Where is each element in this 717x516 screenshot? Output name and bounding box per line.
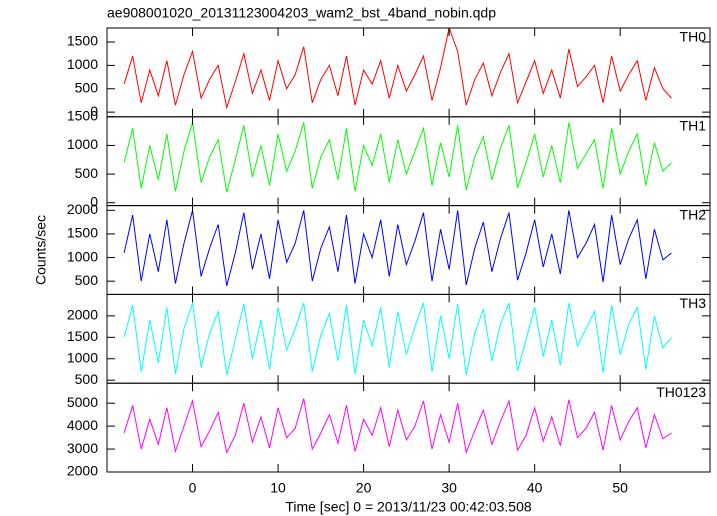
y-tick-label: 0: [90, 103, 98, 119]
y-tick-label: 2000: [67, 201, 98, 217]
legend-label: TH0: [680, 29, 707, 45]
y-tick-label: 1000: [67, 349, 98, 365]
panel-frame: [106, 27, 711, 118]
y-tick-label: 4000: [67, 417, 98, 433]
light-curve: [123, 28, 672, 110]
y-tick-label: 0: [90, 193, 98, 209]
y-tick-label: 500: [75, 272, 99, 288]
x-tick-label: 20: [356, 480, 372, 496]
y-tick-label: 1500: [67, 225, 98, 241]
y-tick-label: 1500: [67, 33, 98, 49]
legend-label: TH2: [680, 206, 707, 222]
light-curve: [123, 210, 672, 287]
x-tick-label: 10: [270, 480, 286, 496]
legend-label: TH1: [680, 118, 707, 134]
y-tick-label: 500: [75, 165, 99, 181]
light-curve: [123, 398, 672, 455]
y-tick-label: 500: [75, 79, 99, 95]
y-tick-label: 1000: [67, 248, 98, 264]
light-curve: [123, 122, 672, 193]
y-tick-label: 1000: [67, 136, 98, 152]
y-tick-label: 1500: [67, 328, 98, 344]
light-curve: [123, 302, 672, 376]
x-tick-label: 0: [189, 480, 197, 496]
legend-label: TH3: [680, 295, 707, 311]
chart-title: ae908001020_20131123004203_wam2_bst_4ban…: [107, 5, 496, 21]
y-tick-label: 2000: [67, 307, 98, 323]
y-tick-label: 3000: [67, 440, 98, 456]
y-tick-label: 5000: [67, 394, 98, 410]
y-axis-label: Counts/sec: [33, 215, 49, 285]
y-tick-label: 500: [75, 371, 99, 387]
y-tick-label: 1000: [67, 56, 98, 72]
x-tick-label: 50: [612, 480, 628, 496]
y-tick-label: 1500: [67, 108, 98, 124]
y-tick-label: 2000: [67, 463, 98, 479]
x-axis-label: Time [sec] 0 = 2013/11/23 00:42:03.508: [285, 499, 532, 515]
panel-frame: [106, 116, 711, 207]
panel-frame: [106, 382, 711, 473]
x-tick-label: 40: [527, 480, 543, 496]
x-tick-label: 30: [441, 480, 457, 496]
legend-label: TH0123: [656, 384, 706, 400]
